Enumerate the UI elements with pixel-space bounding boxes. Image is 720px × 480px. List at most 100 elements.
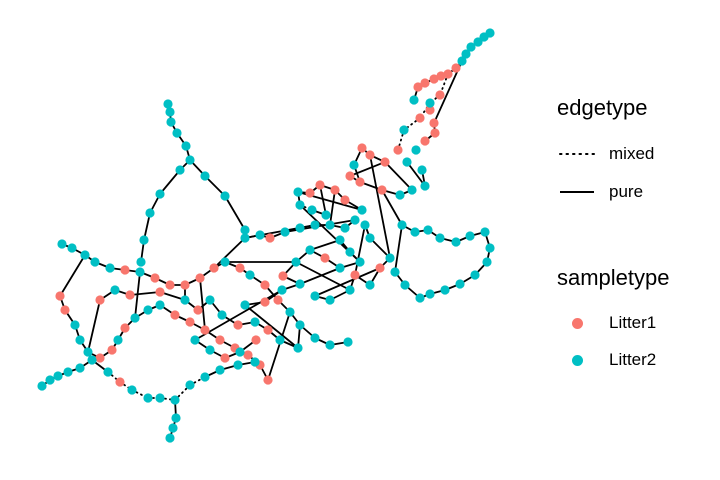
node-litter2 (168, 423, 178, 433)
legend-label-mixed: mixed (609, 144, 655, 163)
node-litter2 (155, 189, 165, 199)
node-litter2 (163, 99, 173, 109)
edge-pure (244, 304, 299, 349)
node-litter2 (440, 285, 450, 295)
edge-pure (354, 224, 366, 276)
solid-line-key (557, 180, 597, 204)
node-litter2 (220, 257, 230, 267)
node-litter1 (357, 143, 367, 153)
node-litter2 (390, 267, 400, 277)
node-litter2 (321, 210, 331, 220)
node-litter1 (195, 273, 205, 283)
node-litter2 (395, 190, 405, 200)
node-litter2 (345, 247, 355, 257)
node-litter2 (143, 393, 153, 403)
node-litter2 (310, 291, 320, 301)
node-litter2 (293, 187, 303, 197)
edge-pure (143, 212, 151, 241)
edge-pure (309, 239, 341, 251)
node-litter1 (320, 253, 330, 263)
edge-pure (59, 254, 86, 297)
litter1-dot-key (557, 311, 597, 335)
node-litter2 (435, 233, 445, 243)
node-litter1 (95, 295, 105, 305)
node-litter2 (130, 313, 140, 323)
node-litter2 (277, 285, 287, 295)
node-litter2 (240, 300, 250, 310)
node-litter2 (470, 270, 480, 280)
node-litter2 (275, 335, 285, 345)
node-litter1 (305, 188, 315, 198)
node-litter1 (170, 310, 180, 320)
node-litter2 (135, 267, 145, 277)
node-litter2 (473, 37, 483, 47)
edge-pure (267, 311, 291, 381)
node-litter2 (235, 347, 245, 357)
node-litter2 (57, 239, 67, 249)
node-litter2 (295, 200, 305, 210)
node-litter1 (265, 233, 275, 243)
edge-pure (213, 237, 246, 269)
legend-item-mixed: mixed (557, 142, 654, 166)
node-litter1 (251, 335, 261, 345)
node-litter2 (397, 220, 407, 230)
edge-pure (319, 184, 327, 216)
node-litter2 (143, 305, 153, 315)
node-litter2 (217, 310, 227, 320)
node-litter2 (310, 333, 320, 343)
node-litter1 (220, 353, 230, 363)
node-litter2 (291, 257, 301, 267)
node-litter2 (103, 367, 113, 377)
node-litter1 (365, 150, 375, 160)
node-litter2 (205, 295, 215, 305)
node-litter2 (417, 165, 427, 175)
node-litter2 (240, 233, 250, 243)
node-litter2 (185, 155, 195, 165)
node-litter2 (215, 365, 225, 375)
network-graph (37, 28, 495, 443)
node-litter1 (443, 69, 453, 79)
edge-pure (159, 169, 181, 195)
node-litter2 (37, 381, 47, 391)
node-litter2 (240, 225, 250, 235)
node-litter1 (185, 317, 195, 327)
node-litter2 (466, 42, 476, 52)
node-litter2 (75, 363, 85, 373)
edge-pure (349, 161, 386, 177)
node-litter1 (330, 185, 340, 195)
node-litter2 (420, 181, 430, 191)
legend-item-litter1: Litter1 (557, 311, 656, 335)
node-litter2 (360, 220, 370, 230)
node-litter1 (420, 78, 430, 88)
node-litter2 (53, 371, 63, 381)
node-litter1 (55, 291, 65, 301)
edge-pure (406, 161, 426, 187)
node-litter2 (285, 307, 295, 317)
node-litter2 (349, 160, 359, 170)
node-litter2 (461, 49, 471, 59)
edge-pure (329, 189, 336, 226)
node-litter2 (90, 257, 100, 267)
edge-pure (204, 175, 226, 197)
node-litter1 (420, 136, 430, 146)
graph-nodes (37, 28, 495, 443)
node-litter2 (110, 285, 120, 295)
node-litter1 (233, 320, 243, 330)
node-litter1 (380, 157, 390, 167)
node-litter2 (83, 347, 93, 357)
node-litter1 (115, 377, 125, 387)
node-litter1 (107, 345, 117, 355)
node-litter2 (250, 317, 260, 327)
node-litter2 (181, 141, 191, 151)
node-litter2 (175, 165, 185, 175)
node-litter1 (263, 375, 273, 385)
node-litter2 (325, 340, 335, 350)
node-litter1 (260, 280, 270, 290)
edge-pure (381, 189, 403, 226)
node-litter2 (465, 231, 475, 241)
node-litter1 (165, 280, 175, 290)
node-litter2 (233, 360, 243, 370)
node-litter1 (393, 145, 403, 155)
node-litter1 (430, 128, 440, 138)
node-litter2 (399, 125, 409, 135)
